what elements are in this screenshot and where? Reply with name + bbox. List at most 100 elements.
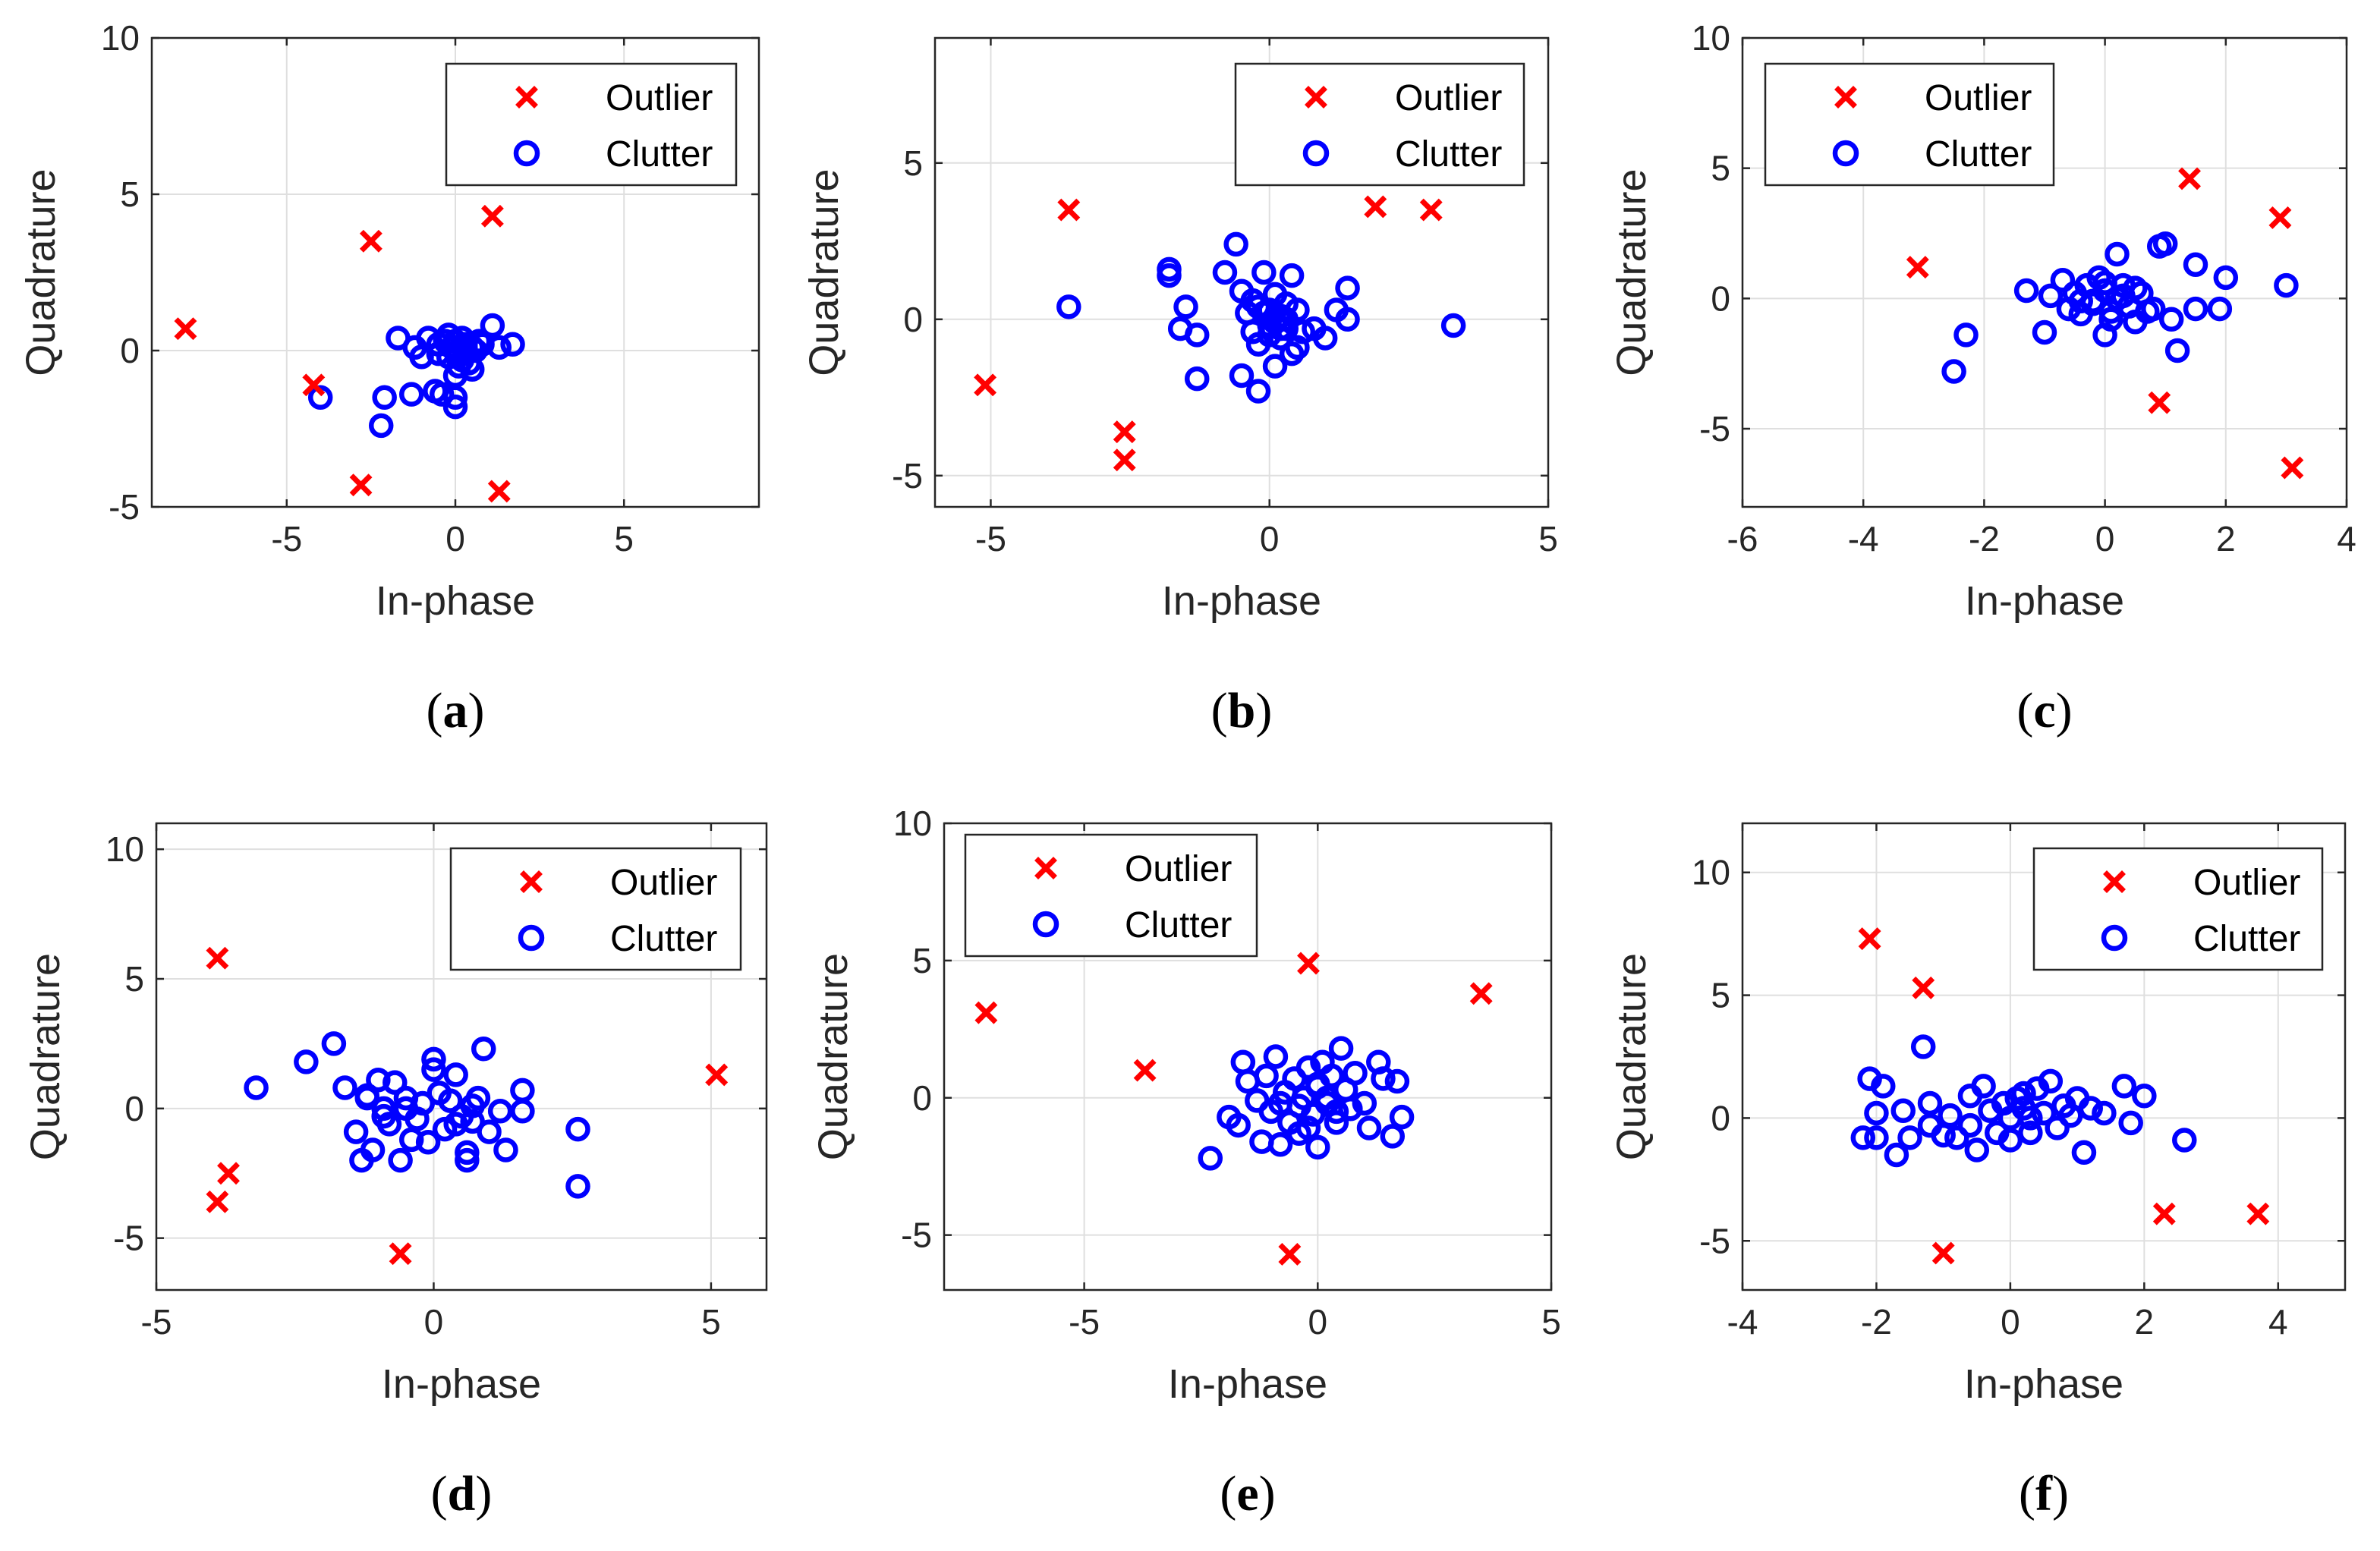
- clutter-point: [1223, 231, 1248, 257]
- clutter-point: [388, 1147, 413, 1173]
- clutter-point: [393, 1096, 419, 1122]
- legend-clutter-label: Clutter: [610, 919, 717, 959]
- x-tick-label: 4: [2268, 1302, 2288, 1342]
- x-tick-label: 0: [1260, 519, 1280, 558]
- clutter-point: [1352, 1090, 1377, 1116]
- clutter-point: [443, 1062, 468, 1087]
- x-tick-label: -4: [1848, 519, 1879, 558]
- y-tick-label: -5: [109, 487, 140, 527]
- clutter-point: [2158, 307, 2184, 332]
- outlier-point: [1133, 1059, 1157, 1082]
- legend-clutter-label: Clutter: [1125, 905, 1232, 945]
- panel-label: (b): [1211, 683, 1273, 738]
- axes-frame: [943, 822, 1553, 1291]
- x-tick-label: -2: [1861, 1302, 1892, 1342]
- clutter-point: [1212, 260, 1238, 285]
- clutter-point: [1335, 307, 1360, 332]
- outlier-point: [1113, 448, 1136, 472]
- legend: Outlier Clutter: [2032, 847, 2324, 971]
- x-tick-label: -5: [141, 1302, 172, 1342]
- outlier-point: [1858, 927, 1881, 951]
- outlier-point: [1931, 1241, 1955, 1265]
- clutter-point: [2164, 338, 2190, 363]
- clutter-point: [2011, 1081, 2036, 1106]
- legend-outlier-marker: [2103, 870, 2126, 893]
- clutter-point: [2123, 275, 2148, 300]
- x-tick-label: -5: [271, 519, 302, 558]
- y-tick-label: 5: [1711, 976, 1730, 1015]
- clutter-point: [1964, 1137, 1990, 1162]
- x-tick-label: 0: [424, 1302, 444, 1342]
- clutter-point: [1957, 1112, 1983, 1138]
- clutter-point: [2118, 1110, 2143, 1136]
- clutter-point: [1262, 354, 1288, 379]
- clutter-point: [1971, 1074, 1996, 1099]
- clutter-point: [1267, 1132, 1293, 1157]
- x-tick-label: 0: [445, 519, 465, 558]
- clutter-point: [372, 385, 397, 411]
- clutter-point: [1338, 1096, 1363, 1122]
- x-tick-label: 5: [614, 519, 634, 558]
- x-tick-label: 4: [2337, 519, 2356, 558]
- legend-box: [445, 62, 738, 187]
- legend-outlier-label: Outlier: [1925, 78, 2032, 118]
- legend: Outlier Clutter: [1764, 62, 2055, 187]
- legend: Outlier Clutter: [1234, 62, 1525, 187]
- clutter-point: [459, 357, 485, 382]
- clutter-point: [1910, 1034, 1936, 1059]
- clutter-point: [1312, 326, 1338, 351]
- x-tick-label: -5: [975, 519, 1006, 558]
- clutter-point: [2071, 1140, 2097, 1165]
- x-tick-label: 0: [2001, 1302, 2020, 1342]
- legend-outlier-label: Outlier: [1125, 849, 1232, 889]
- clutter-point: [343, 1119, 369, 1144]
- clutter-point: [2098, 307, 2123, 332]
- y-tick-label: 0: [124, 1089, 144, 1128]
- panel-label: (f): [2019, 1466, 2069, 1521]
- clutter-point: [486, 335, 512, 360]
- panel-label: (c): [2016, 683, 2072, 738]
- outlier-point: [1364, 195, 1387, 219]
- clutter-point: [2152, 231, 2178, 256]
- clutter-point: [565, 1174, 590, 1199]
- legend-outlier-label: Outlier: [610, 863, 717, 903]
- legend: Outlier Clutter: [449, 847, 742, 971]
- legend-clutter-marker: [513, 140, 540, 167]
- legend-clutter-marker: [1832, 140, 1859, 167]
- clutter-point: [510, 1099, 535, 1124]
- outlier-point: [389, 1242, 412, 1266]
- clutter-point: [415, 1130, 441, 1155]
- panel-label: (e): [1220, 1466, 1275, 1521]
- legend-outlier-marker: [1305, 86, 1327, 109]
- clutter-point: [1953, 322, 1979, 348]
- clutter-point: [2111, 1074, 2137, 1099]
- clutter-point: [2080, 291, 2105, 316]
- legend-outlier-label: Outlier: [606, 78, 713, 118]
- clutter-point: [1864, 1100, 1889, 1126]
- outlier-point: [1912, 976, 1935, 999]
- clutter-point: [426, 341, 452, 367]
- clutter-point: [565, 1116, 590, 1142]
- y-tick-label: 5: [120, 175, 140, 214]
- y-axis-label: Quadrature: [1609, 168, 1654, 376]
- clutter-point: [1864, 1125, 1889, 1150]
- legend-clutter-label: Clutter: [1925, 134, 2032, 175]
- y-tick-label: 10: [101, 18, 140, 58]
- clutter-point: [1254, 1063, 1279, 1089]
- clutter-point: [2172, 1128, 2197, 1153]
- clutter-point: [421, 1046, 446, 1072]
- clutter-point: [471, 1037, 496, 1062]
- clutter-point: [307, 385, 333, 411]
- y-axis-label: Quadrature: [23, 953, 68, 1160]
- x-axis-label: In-phase: [382, 1361, 541, 1407]
- clutter-point: [2068, 288, 2094, 314]
- x-tick-label: -4: [1727, 1302, 1758, 1342]
- outlier-point: [1278, 1243, 1302, 1266]
- clutter-point: [1897, 1125, 1922, 1150]
- clutter-point: [1184, 366, 1210, 392]
- y-tick-label: 5: [124, 959, 144, 999]
- panel-b: -5 0 5 -5 0 5 In-phase Quadrature Outlier Clutter…: [801, 36, 1558, 738]
- clutter-point: [1305, 1134, 1330, 1160]
